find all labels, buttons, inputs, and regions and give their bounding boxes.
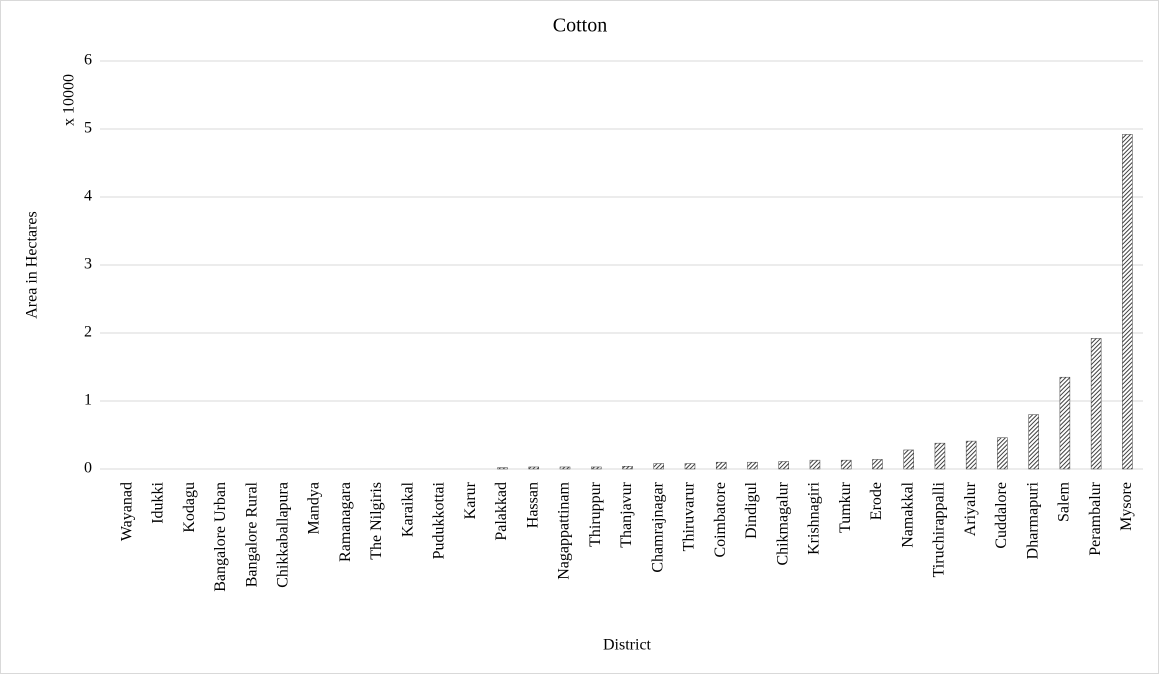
bar (528, 466, 540, 470)
y-axis-title: Area in Hectares (24, 211, 41, 319)
bar (840, 459, 852, 470)
y-tick-label: 4 (84, 188, 92, 205)
chart-title: Cotton (553, 15, 607, 37)
x-tick-label: Hassan (524, 482, 541, 528)
y-unit-label: x 10000 (61, 74, 78, 126)
x-tick-label: Pudukkottai (431, 481, 448, 559)
bar (747, 461, 758, 470)
x-tick-label: Perambalur (1087, 481, 1104, 555)
x-tick-label: Wayanad (118, 482, 135, 541)
x-tick-label: Tiruchirappalli (931, 481, 948, 577)
x-tick-label: Ariyalur (962, 481, 979, 536)
x-tick-label: Coimbatore (712, 482, 729, 558)
bar (1059, 376, 1071, 470)
x-tick-label: Karaikal (399, 481, 416, 537)
x-tick-label: The Nilgiris (368, 482, 385, 560)
y-tick-label: 2 (84, 324, 92, 341)
y-tick-label: 1 (84, 392, 92, 409)
bar (903, 449, 914, 470)
x-tick-label: Kodagu (181, 482, 198, 533)
x-tick-label: Cuddalore (993, 482, 1010, 549)
x-tick-label: Tumkur (837, 481, 854, 533)
bar (1028, 414, 1039, 470)
bar (684, 463, 696, 470)
bar (872, 459, 883, 470)
x-tick-label: Mysore (1118, 482, 1135, 531)
x-tick-label: Karur (462, 481, 479, 519)
x-tick-label: Palakkad (493, 482, 510, 541)
bar (934, 442, 946, 470)
x-tick-label: Namakkal (899, 481, 916, 547)
x-tick-label: Ramanagara (337, 482, 354, 562)
bar (1122, 134, 1133, 470)
bar (997, 437, 1008, 470)
bar (778, 461, 789, 470)
x-tick-label: Idukki (150, 481, 167, 523)
x-tick-label: Krishnagiri (806, 481, 823, 554)
bar (653, 463, 664, 470)
y-tick-label: 0 (84, 460, 92, 477)
bar (715, 461, 727, 470)
x-tick-label: Bangalore Urban (212, 482, 229, 592)
y-tick-label: 3 (84, 256, 92, 273)
bar (809, 459, 821, 470)
x-axis-title: District (603, 637, 652, 654)
bar (1090, 338, 1102, 470)
bar (497, 467, 508, 470)
x-tick-label: Mandya (306, 482, 323, 534)
x-tick-label: Thiruppur (587, 481, 604, 547)
x-tick-label: Dindigul (743, 481, 760, 538)
x-tick-label: Chikmagalur (774, 481, 791, 565)
bar (591, 466, 602, 470)
bar (559, 466, 571, 470)
y-tick-label: 6 (84, 52, 92, 69)
x-tick-label: Bangalore Rural (243, 481, 260, 587)
x-tick-label: Thanjavur (618, 481, 635, 547)
y-tick-label: 5 (84, 120, 92, 137)
x-tick-label: Salem (1056, 481, 1073, 522)
x-tick-label: Dharmapuri (1024, 481, 1041, 559)
x-tick-label: Chamrajnagar (649, 481, 666, 572)
bar (622, 466, 633, 470)
x-tick-label: Nagappattinam (556, 481, 573, 579)
x-tick-label: Chikkaballapura (275, 482, 292, 588)
bar (965, 440, 977, 470)
x-tick-label: Thiruvarur (681, 481, 698, 551)
x-tick-label: Erode (868, 482, 885, 520)
